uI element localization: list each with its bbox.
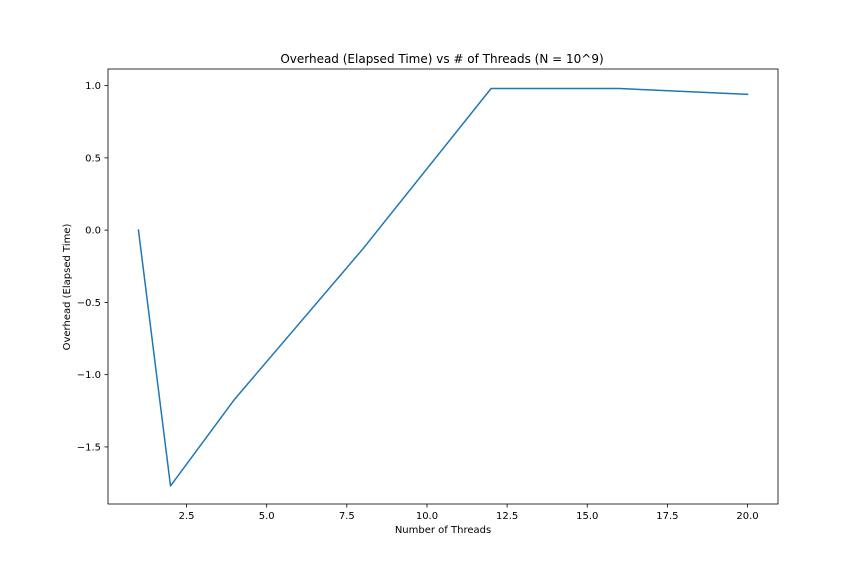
y-tick-label: −0.5: [77, 298, 101, 309]
y-tick-label: 0.0: [85, 226, 101, 237]
series-group: [137, 87, 749, 487]
x-axis-ticks: 2.5 5.0 7.5 10.0 12.5 15.0 17.5 20.0: [179, 504, 759, 522]
x-axis-label: Number of Threads: [395, 525, 491, 536]
x-tick-label: 5.0: [259, 511, 275, 522]
chart-title: Overhead (Elapsed Time) vs # of Threads …: [280, 52, 603, 66]
x-tick-label: 12.5: [496, 511, 518, 522]
y-axis-label: Overhead (Elapsed Time): [62, 224, 73, 351]
x-tick-label: 2.5: [179, 511, 195, 522]
x-tick-label: 15.0: [576, 511, 598, 522]
series-line: [137, 87, 749, 487]
x-tick-label: 17.5: [656, 511, 678, 522]
x-tick-label: 20.0: [736, 511, 758, 522]
plot-frame: [107, 68, 779, 505]
y-tick-label: −1.5: [77, 442, 101, 453]
y-tick-label: 1.0: [85, 81, 101, 92]
x-tick-label: 7.5: [339, 511, 355, 522]
y-tick-label: 0.5: [85, 153, 101, 164]
y-axis-ticks: −1.5 −1.0 −0.5 0.0 0.5 1.0: [77, 81, 108, 453]
y-tick-label: −1.0: [77, 370, 101, 381]
x-tick-label: 10.0: [416, 511, 438, 522]
